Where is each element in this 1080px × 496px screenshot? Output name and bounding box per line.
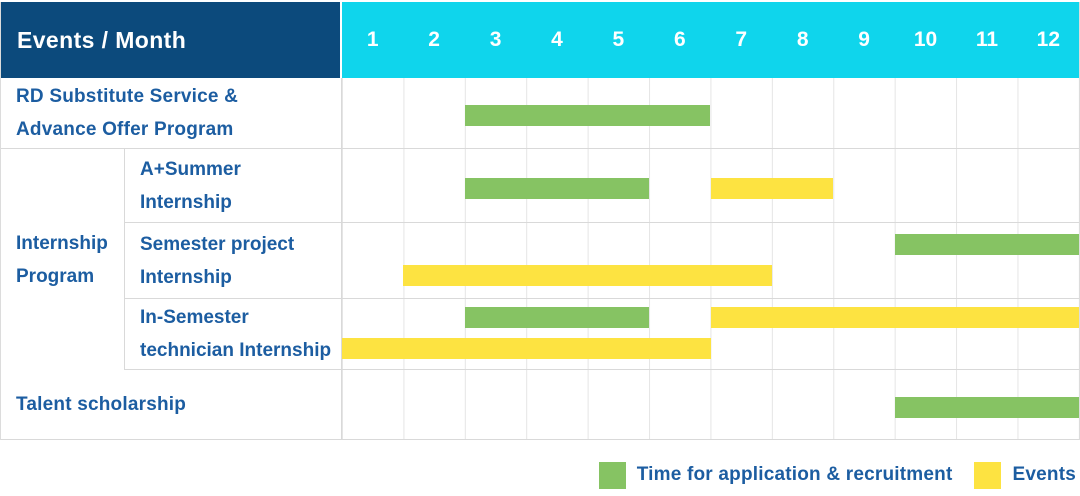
timeline-rd-substitute [342, 78, 1079, 148]
row-label-a-plus-summer: A+Summer Internship [125, 149, 342, 222]
row-label-line: RD Substitute Service & [16, 86, 239, 107]
gantt-bar-green [894, 233, 1079, 255]
legend-label-application-recruitment: Time for application & recruitment [636, 464, 953, 485]
month-header-2: 2 [428, 28, 440, 51]
month-header-6: 6 [673, 28, 686, 51]
row-label-line: Internship [140, 191, 232, 213]
month-header-1: 1 [366, 28, 379, 51]
table-row-rd-substitute: RD Substitute Service & Advance Offer Pr… [1, 78, 1079, 149]
row-label-line: Internship [140, 266, 232, 288]
gantt-bar-green [894, 396, 1079, 418]
row-label-line: Advance Offer Program [16, 119, 234, 140]
legend-label-events: Events [1012, 464, 1076, 485]
row-label-line: A+Summer [140, 158, 241, 180]
row-label-talent-scholarship: Talent scholarship [1, 370, 342, 439]
month-header-9: 9 [858, 28, 870, 51]
gantt-bar-green [464, 307, 650, 328]
table-header-row: Events / Month 1 2 3 4 5 6 7 8 9 10 11 1… [1, 2, 1079, 78]
timeline-in-semester-technician [342, 299, 1079, 369]
month-header-5: 5 [612, 28, 625, 51]
gantt-bar-yellow [403, 264, 772, 286]
row-label-in-semester-technician: In-Semester technician Internship [125, 299, 342, 369]
group-body: A+Summer Internship Semester project Int… [125, 149, 1079, 370]
month-header-4: 4 [551, 28, 563, 51]
legend: Time for application & recruitment Event… [0, 440, 1080, 496]
row-label-line: Talent scholarship [16, 394, 187, 415]
row-label-semester-project: Semester project Internship [125, 223, 342, 298]
month-header-10: 10 [913, 28, 938, 51]
timeline-talent-scholarship [342, 370, 1079, 439]
gantt-bar-yellow [342, 338, 711, 359]
month-header-8: 8 [796, 28, 809, 51]
events-month-table: Events / Month 1 2 3 4 5 6 7 8 9 10 11 1… [0, 2, 1080, 440]
group-label-internship-program: Internship Program [1, 149, 125, 370]
table-row-a-plus-summer: A+Summer Internship [125, 149, 1079, 223]
table-row-in-semester-technician: In-Semester technician Internship [125, 299, 1079, 370]
gantt-bar-green [464, 177, 650, 199]
month-header-strip: 1 2 3 4 5 6 7 8 9 10 11 12 [342, 2, 1079, 78]
table-row-semester-project: Semester project Internship [125, 223, 1079, 299]
row-label-rd-substitute: RD Substitute Service & Advance Offer Pr… [1, 78, 342, 148]
row-label-line: Semester project [140, 233, 295, 255]
group-label-line: Program [16, 265, 95, 287]
gantt-bar-yellow [710, 307, 1079, 328]
timeline-semester-project [342, 223, 1079, 298]
month-header-11: 11 [975, 28, 999, 51]
timeline-a-plus-summer [342, 149, 1079, 222]
row-label-line: In-Semester [140, 307, 249, 328]
legend-swatch-green [598, 461, 626, 489]
month-header-7: 7 [735, 28, 748, 51]
legend-swatch-yellow [974, 461, 1002, 489]
row-label-line: technician Internship [140, 340, 332, 361]
table-row-talent-scholarship: Talent scholarship [1, 370, 1079, 440]
header-events-month-cell: Events / Month [1, 2, 342, 78]
table-group-internship-program: Internship Program A+Summer Internship S… [1, 149, 1079, 370]
gantt-bar-yellow [710, 177, 834, 199]
group-label-line: Internship [16, 232, 108, 254]
gantt-bar-green [464, 105, 711, 126]
month-header-3: 3 [489, 28, 502, 51]
month-header-12: 12 [1036, 28, 1061, 51]
